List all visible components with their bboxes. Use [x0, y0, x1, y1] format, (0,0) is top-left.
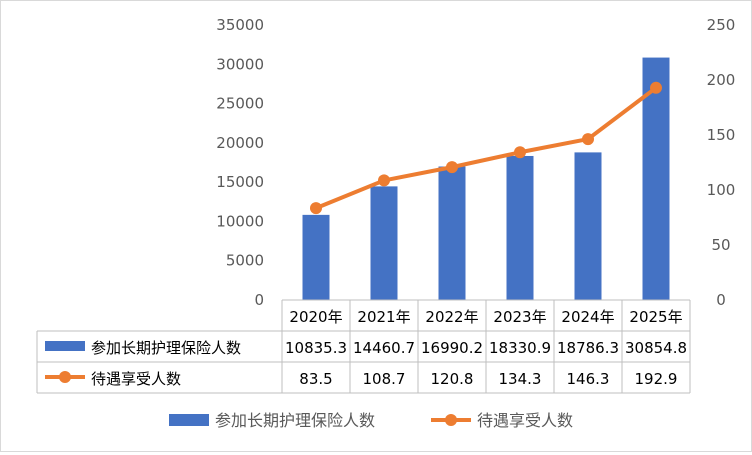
bar: [642, 57, 670, 300]
bar: [302, 214, 330, 300]
line-point: [514, 146, 526, 159]
table-cell-value: 18330.9: [489, 339, 551, 357]
left-tick-label: 10000: [216, 212, 264, 230]
category-label: 2023年: [493, 308, 546, 326]
table-cell-value: 108.7: [363, 370, 406, 388]
left-axis-ticks: 0 5000 10000 15000 20000 25000 30000 35000: [216, 16, 264, 309]
line-point: [310, 202, 322, 215]
category-label: 2021年: [357, 308, 410, 326]
data-table: 2020年 2021年 2022年 2023年 2024年 2025年参加长期护理保险人数…: [36, 299, 691, 394]
line-point: [650, 81, 662, 94]
right-tick-label: 50: [711, 236, 730, 254]
table-cell-value: 30854.8: [625, 339, 687, 357]
right-axis-ticks: 0 50 100 150 200 250: [707, 16, 736, 309]
table-series-label: 待遇享受人数: [91, 370, 181, 388]
left-tick-label: 20000: [216, 134, 264, 152]
table-cell-value: 83.5: [299, 370, 332, 388]
bar: [506, 155, 534, 300]
line-series: [310, 81, 662, 215]
table-cell-value: 120.8: [431, 370, 474, 388]
table-cell-value: 134.3: [499, 370, 542, 388]
table-cell-value: 192.9: [635, 370, 678, 388]
left-tick-label: 0: [254, 291, 264, 309]
bar: [574, 152, 602, 300]
line-point: [378, 174, 390, 187]
right-tick-label: 250: [707, 16, 736, 34]
series-line: [315, 86, 658, 211]
left-tick-label: 5000: [226, 252, 264, 270]
table-cell-value: 14460.7: [353, 339, 415, 357]
right-tick-label: 150: [707, 126, 736, 144]
category-label: 2020年: [289, 308, 342, 326]
table-series-label: 参加长期护理保险人数: [91, 339, 241, 357]
table-cell-value: 18786.3: [557, 339, 619, 357]
legend: 参加长期护理保险人数 待遇享受人数: [169, 411, 573, 430]
legend-key-marker: [445, 414, 457, 426]
line-point: [446, 161, 458, 174]
line-point: [582, 133, 594, 146]
right-tick-label: 200: [707, 71, 736, 89]
left-tick-label: 25000: [216, 95, 264, 113]
legend-key-bar: [169, 414, 209, 426]
legend-label: 待遇享受人数: [477, 411, 573, 430]
bar: [438, 166, 466, 300]
left-tick-label: 30000: [216, 55, 264, 73]
left-tick-label: 15000: [216, 173, 264, 191]
table-cell-value: 146.3: [567, 370, 610, 388]
legend-label: 参加长期护理保险人数: [215, 411, 375, 430]
bar-series: [302, 57, 670, 300]
table-legend-key-marker: [59, 371, 71, 383]
category-label: 2024年: [561, 308, 614, 326]
left-tick-label: 35000: [216, 16, 264, 34]
table-cell-value: 16990.2: [421, 339, 483, 357]
table-legend-key-bar: [45, 341, 85, 351]
category-label: 2025年: [629, 308, 682, 326]
right-tick-label: 100: [707, 181, 736, 199]
right-tick-label: 0: [716, 291, 726, 309]
bar: [370, 186, 398, 300]
table-cell-value: 10835.3: [285, 339, 347, 357]
category-label: 2022年: [425, 308, 478, 326]
